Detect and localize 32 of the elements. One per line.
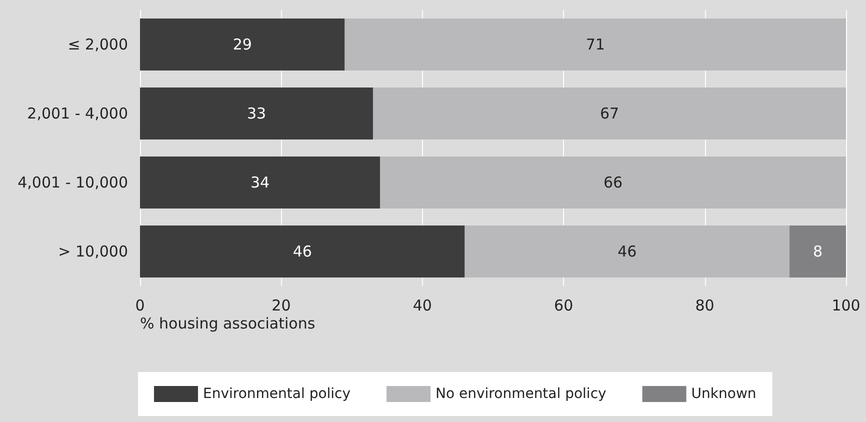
data-label: 29: [232, 36, 252, 54]
bar: [790, 226, 846, 278]
y-tick-label: > 10,000: [58, 242, 128, 260]
y-tick-label: 2,001 - 4,000: [27, 104, 128, 122]
y-tick-label: 4,001 - 10,000: [18, 174, 128, 192]
y-tick-label: ≤ 2,000: [68, 36, 128, 54]
bar: [372, 88, 846, 140]
legend-label: Environmental policy: [203, 386, 351, 402]
x-tick-label: 20: [272, 296, 291, 314]
legend-label: No environmental policy: [436, 386, 606, 402]
x-axis-title: % housing associations: [140, 314, 316, 332]
legend-label: Unknown: [691, 386, 756, 402]
data-label: 67: [600, 104, 620, 122]
data-label: 46: [292, 242, 312, 260]
bar: [464, 226, 790, 278]
x-tick-label: 100: [832, 296, 860, 314]
data-label: 71: [586, 36, 605, 54]
data-label: 8: [812, 242, 823, 260]
data-label: 33: [246, 104, 266, 122]
x-tick-label: 0: [135, 296, 145, 314]
data-label: 34: [250, 174, 270, 192]
bar: [140, 226, 465, 278]
bar: [140, 88, 373, 140]
bar: [140, 18, 345, 70]
data-label: 66: [603, 174, 623, 192]
x-tick-label: 60: [554, 296, 574, 314]
bar: [380, 156, 846, 208]
bar: [140, 156, 380, 208]
x-tick-label: 80: [695, 296, 714, 314]
x-tick-label: 40: [412, 296, 432, 314]
data-label: 46: [618, 242, 637, 260]
bar: [344, 18, 846, 70]
